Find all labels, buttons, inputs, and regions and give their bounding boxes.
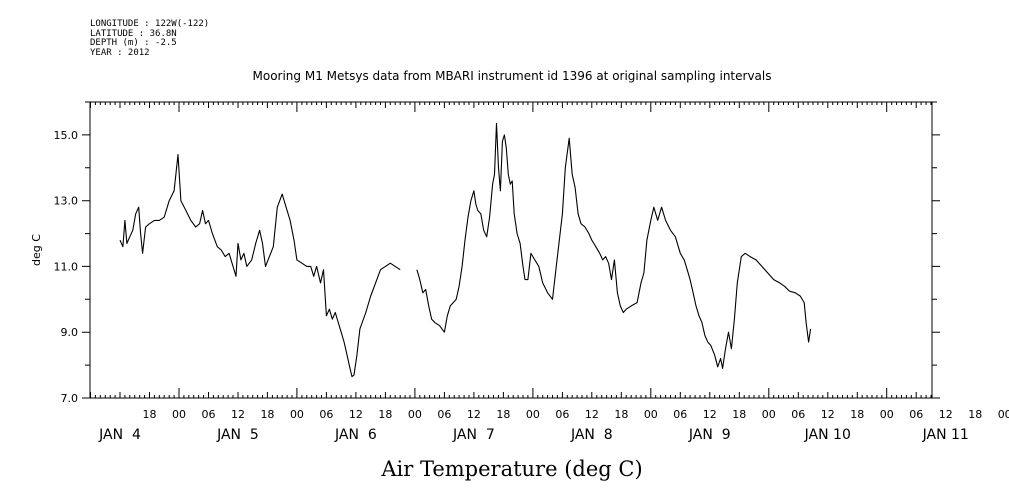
x-tick-label: 12 xyxy=(703,408,717,421)
x-tick-label: 18 xyxy=(378,408,392,421)
x-tick-label: 00 xyxy=(526,408,540,421)
x-tick-label: 00 xyxy=(880,408,894,421)
x-tick-label: 12 xyxy=(585,408,599,421)
series-lines xyxy=(119,122,812,378)
day-label: JAN 9 xyxy=(688,427,731,443)
x-tick-label: 06 xyxy=(555,408,569,421)
x-tick-label: 00 xyxy=(644,408,658,421)
day-label: JAN 5 xyxy=(216,427,259,443)
day-labels: JAN 4 JAN 5 JAN 6 JAN 7 JAN 8 JAN 9 JAN 10 JAN … xyxy=(98,427,969,443)
y-tick-label: 9.0 xyxy=(61,326,79,339)
x-tick-label: 18 xyxy=(142,408,156,421)
x-tick-label: 00 xyxy=(762,408,776,421)
tick-marks xyxy=(82,101,940,399)
x-tick-labels: 18 00 06 12 18 00 06 12 18 00 06 12 18 00 06 12 18 00 06 12… xyxy=(142,408,1009,421)
x-tick-label: 18 xyxy=(614,408,628,421)
tick-mark-path xyxy=(82,101,940,399)
x-tick-label: 12 xyxy=(939,408,953,421)
x-tick-label: 00 xyxy=(290,408,304,421)
x-tick-label: 18 xyxy=(732,408,746,421)
x-tick-label: 06 xyxy=(909,408,923,421)
x-tick-label: 06 xyxy=(201,408,215,421)
x-tick-label: 06 xyxy=(791,408,805,421)
metadata-block: LONGITUDE : 122W(-122) LATITUDE : 36.8N … xyxy=(90,19,210,58)
x-tick-label: 18 xyxy=(850,408,864,421)
day-label: JAN 11 xyxy=(922,427,969,443)
x-tick-label: 12 xyxy=(231,408,245,421)
x-tick-label: 12 xyxy=(467,408,481,421)
day-label: JAN 8 xyxy=(570,427,613,443)
x-tick-label: 06 xyxy=(319,408,333,421)
y-tick-labels: 7.0 9.0 11.0 13.0 15.0 xyxy=(54,129,79,405)
latitude-label: LATITUDE : 36.8N xyxy=(90,28,177,39)
y-tick-label: 7.0 xyxy=(61,392,79,405)
x-tick-label: 06 xyxy=(437,408,451,421)
x-axis-label: Air Temperature (deg C) xyxy=(380,457,642,481)
x-tick-label: 12 xyxy=(821,408,835,421)
x-tick-label: 06 xyxy=(673,408,687,421)
longitude-label: LONGITUDE : 122W(-122) xyxy=(90,19,210,29)
day-label: JAN 7 xyxy=(452,427,495,443)
day-label: JAN 10 xyxy=(804,427,851,443)
x-tick-label: 12 xyxy=(349,408,363,421)
y-tick-label: 11.0 xyxy=(54,260,79,273)
y-axis-label: deg C xyxy=(30,234,43,266)
depth-label: DEPTH (m) : -2.5 xyxy=(90,38,177,48)
y-tick-label: 15.0 xyxy=(54,129,79,142)
x-tick-label: 00 xyxy=(998,408,1009,421)
day-label: JAN 4 xyxy=(98,427,141,443)
chart-title: Mooring M1 Metsys data from MBARI instru… xyxy=(253,69,772,83)
day-label: JAN 6 xyxy=(334,427,377,443)
x-tick-label: 00 xyxy=(172,408,186,421)
plot-frame xyxy=(89,101,933,399)
x-tick-label: 18 xyxy=(968,408,982,421)
y-tick-label: 13.0 xyxy=(54,195,79,208)
series-line xyxy=(416,122,812,369)
year-label: YEAR : 2012 xyxy=(90,47,150,58)
x-tick-label: 18 xyxy=(260,408,274,421)
series-line xyxy=(119,154,401,378)
x-tick-label: 18 xyxy=(496,408,510,421)
x-tick-label: 00 xyxy=(408,408,422,421)
